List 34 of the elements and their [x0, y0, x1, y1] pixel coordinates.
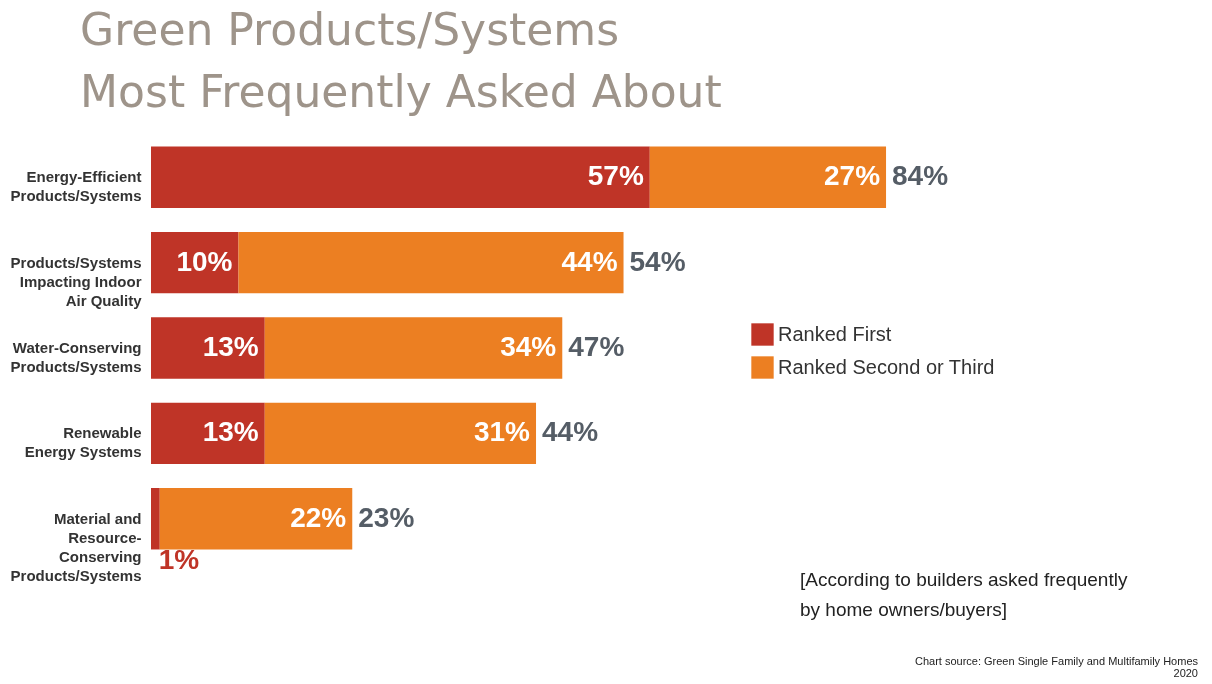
- y-tick-label: Renewable Energy Systems: [24, 424, 142, 461]
- bar: [159, 488, 353, 550]
- data-label: 57%: [587, 160, 644, 192]
- data-label: 22%: [290, 501, 347, 533]
- data-label: 34%: [500, 331, 557, 362]
- bar: [151, 317, 265, 379]
- bar: [649, 146, 887, 208]
- data-label: 10%: [176, 245, 233, 277]
- total-label: 47%: [568, 331, 625, 362]
- y-tick-label: Products/Systems Impacting Indoor Air Quality: [10, 253, 143, 309]
- text: Chart source: Green Single Family and Multifamily Homes 2020: [913, 655, 1198, 679]
- bar: [238, 231, 624, 294]
- data-label: 44%: [561, 245, 618, 277]
- legend-label: Ranked First: [778, 322, 892, 345]
- data-label: 13%: [202, 416, 259, 448]
- y-tick-label: Material and Resource- Conserving Products/Systems: [10, 509, 142, 584]
- bar: [151, 488, 160, 550]
- bar: [264, 402, 537, 465]
- total-label: 23%: [358, 501, 415, 533]
- annotation: [According to builders asked frequently by home owners/buyers]: [800, 568, 1128, 622]
- total-label: 84%: [892, 160, 949, 192]
- chart-title: Green Products/Systems Most Frequently Asked About: [80, 4, 722, 117]
- data-label: 1%: [158, 543, 200, 575]
- bar: [151, 146, 650, 208]
- bar: [264, 317, 563, 379]
- y-tick-label: Water-Conserving Products/Systems: [10, 339, 142, 375]
- bar: [151, 402, 265, 465]
- y-tick-label: Energy-Efficient Products/Systems: [10, 168, 142, 205]
- data-label: 27%: [824, 160, 881, 192]
- total-label: 44%: [542, 416, 599, 448]
- data-label: 31%: [473, 416, 531, 448]
- legend-label: Ranked Second or Third: [778, 355, 995, 378]
- data-label: 13%: [202, 331, 259, 362]
- total-label: 54%: [629, 245, 686, 277]
